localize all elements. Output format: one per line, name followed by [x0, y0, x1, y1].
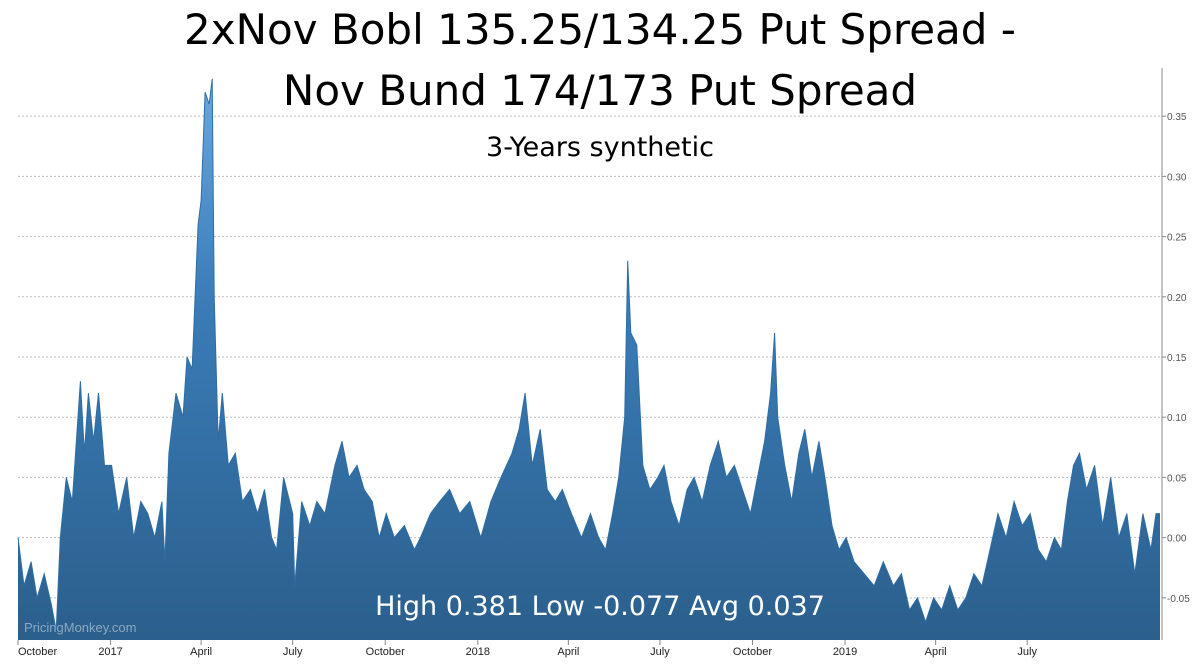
- y-tick-label: -0.05: [1167, 594, 1190, 605]
- y-tick-label: 0.05: [1167, 473, 1187, 484]
- watermark-logo: PricingMonkey.com: [24, 620, 137, 635]
- y-tick-label: 0.25: [1167, 233, 1187, 244]
- series-area: [18, 78, 1160, 641]
- x-tick-label: July: [283, 646, 303, 658]
- x-tick-label: October: [733, 646, 772, 658]
- x-tick-label: April: [190, 646, 212, 658]
- y-tick-label: 0.20: [1167, 293, 1187, 304]
- x-tick-label: 2018: [466, 646, 490, 658]
- y-tick-label: 0.15: [1167, 353, 1187, 364]
- x-tick-label: 2017: [98, 646, 122, 658]
- y-tick-label: 0.30: [1167, 172, 1187, 183]
- chart-title-line-2: Nov Bund 174/173 Put Spread: [282, 66, 918, 115]
- y-tick-label: 0.10: [1167, 413, 1187, 424]
- series-line: [17, 78, 1160, 631]
- x-tick-label: October: [366, 646, 405, 658]
- x-tick-label: April: [925, 646, 947, 658]
- x-tick-label: April: [557, 646, 579, 658]
- x-tick-label: July: [650, 646, 670, 658]
- series-layer: [17, 78, 1160, 641]
- x-tick-label: October: [18, 646, 57, 658]
- y-tick-label: 0.35: [1167, 112, 1187, 123]
- x-tick-label: July: [1017, 646, 1037, 658]
- chart-subtitle: 3-Years synthetic: [486, 132, 714, 163]
- x-tick-label: 2019: [833, 646, 857, 658]
- y-tick-label: 0.00: [1167, 534, 1187, 545]
- chart-title: 2xNov Bobl 135.25/134.25 Put Spread -: [184, 5, 1016, 54]
- y-axis-ticks: -0.05 0.00 0.05 0.10 0.15 0.20 0.25 0.30 0.35: [1162, 112, 1190, 605]
- summary-stats: High 0.381 Low -0.077 Avg 0.037: [375, 591, 825, 622]
- x-axis-ticks: October 2017 April July October 2018 April July…: [17, 640, 1037, 658]
